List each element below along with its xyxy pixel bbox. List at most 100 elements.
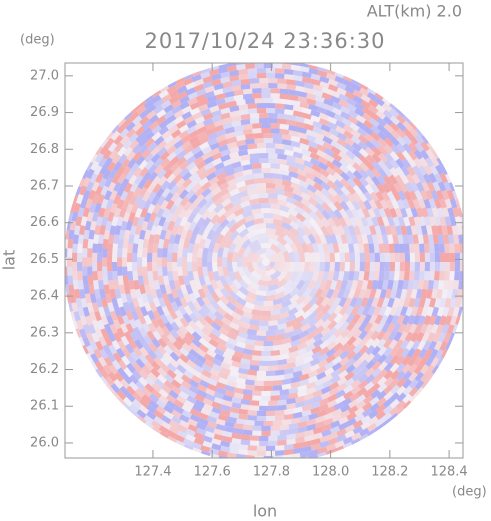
- echo-cell: [122, 275, 129, 286]
- echo-cell: [157, 367, 168, 378]
- echo-cell: [182, 312, 193, 324]
- echo-cell: [300, 322, 311, 332]
- echo-cell: [361, 233, 369, 245]
- echo-cell: [275, 103, 285, 109]
- echo-cell: [222, 247, 230, 258]
- echo-cell: [378, 361, 388, 372]
- echo-cell: [209, 411, 220, 419]
- echo-cell: [268, 238, 280, 247]
- echo-cell: [314, 262, 321, 272]
- echo-cell: [213, 88, 224, 96]
- echo-cell: [454, 297, 462, 308]
- echo-cell: [192, 271, 200, 282]
- echo-cell: [429, 165, 439, 176]
- echo-cell: [279, 429, 290, 436]
- y-tick-label: 26.7: [30, 178, 59, 193]
- echo-cell: [249, 113, 260, 119]
- echo-cell: [67, 257, 73, 267]
- echo-cell: [312, 84, 323, 92]
- echo-cell: [202, 75, 213, 84]
- echo-cell: [261, 350, 271, 357]
- echo-cell: [132, 362, 143, 373]
- echo-cell: [112, 262, 118, 272]
- echo-cell: [245, 379, 255, 386]
- echo-cell: [345, 200, 355, 211]
- echo-cell: [167, 293, 176, 304]
- echo-cell: [222, 430, 233, 438]
- echo-cell: [272, 252, 280, 262]
- echo-cell: [171, 379, 182, 389]
- echo-cell: [178, 384, 189, 394]
- echo-cell: [108, 169, 118, 180]
- echo-cell: [201, 450, 211, 456]
- echo-cell: [266, 294, 277, 302]
- echo-cell: [186, 353, 197, 363]
- echo-cell: [213, 124, 224, 133]
- echo-cell: [272, 218, 284, 227]
- echo-cell: [426, 289, 433, 299]
- echo-cell: [179, 353, 190, 364]
- echo-cell: [236, 296, 247, 306]
- echo-cell: [142, 342, 152, 353]
- echo-cell: [435, 164, 444, 175]
- echo-cell: [436, 324, 444, 335]
- echo-cell: [135, 133, 146, 143]
- echo-cell: [445, 340, 452, 351]
- echo-cell: [399, 182, 409, 193]
- echo-cell: [277, 399, 287, 406]
- echo-cell: [227, 337, 238, 346]
- echo-cell: [429, 262, 435, 272]
- echo-cell: [88, 324, 96, 335]
- echo-cell: [314, 137, 325, 147]
- echo-cell: [169, 358, 180, 369]
- echo-cell: [397, 216, 406, 227]
- echo-cell: [150, 288, 158, 299]
- echo-cell: [418, 216, 426, 227]
- echo-cell: [441, 189, 450, 201]
- echo-cell: [396, 406, 405, 415]
- echo-cell: [326, 340, 338, 351]
- echo-cell: [277, 404, 287, 411]
- echo-cell: [377, 167, 388, 179]
- echo-cell: [82, 176, 91, 188]
- echo-cell: [67, 248, 73, 258]
- echo-cell: [412, 198, 421, 209]
- echo-cell: [402, 385, 413, 396]
- echo-cell: [231, 161, 242, 169]
- echo-cell: [268, 400, 278, 406]
- echo-cell: [224, 426, 235, 433]
- echo-cell: [151, 195, 160, 206]
- echo-cell: [307, 369, 319, 379]
- echo-cell: [356, 208, 366, 219]
- echo-cell: [374, 97, 385, 107]
- echo-cell: [411, 173, 421, 185]
- echo-cell: [163, 373, 175, 384]
- echo-cell: [307, 279, 317, 291]
- echo-cell: [456, 225, 463, 235]
- echo-cell: [163, 104, 174, 114]
- echo-cell: [151, 125, 162, 135]
- echo-cell: [226, 374, 237, 383]
- echo-cell: [434, 252, 441, 262]
- echo-cell: [125, 293, 133, 304]
- echo-cell: [150, 420, 162, 430]
- echo-cell: [182, 438, 194, 447]
- echo-cell: [79, 185, 87, 196]
- echo-cell: [373, 243, 380, 253]
- echo-cell: [434, 315, 442, 326]
- echo-cell: [415, 128, 424, 138]
- echo-cell: [180, 229, 188, 240]
- echo-cell: [412, 280, 419, 290]
- echo-cell: [323, 98, 334, 107]
- echo-cell: [181, 105, 193, 115]
- echo-cell: [240, 78, 251, 85]
- echo-cell: [231, 84, 242, 92]
- echo-cell: [179, 414, 190, 423]
- echo-cell: [229, 411, 240, 419]
- echo-cell: [129, 111, 140, 121]
- echo-cell: [102, 275, 109, 286]
- echo-cell: [72, 234, 79, 244]
- echo-cell: [409, 393, 418, 403]
- echo-cell: [292, 188, 303, 197]
- echo-cell: [425, 148, 435, 160]
